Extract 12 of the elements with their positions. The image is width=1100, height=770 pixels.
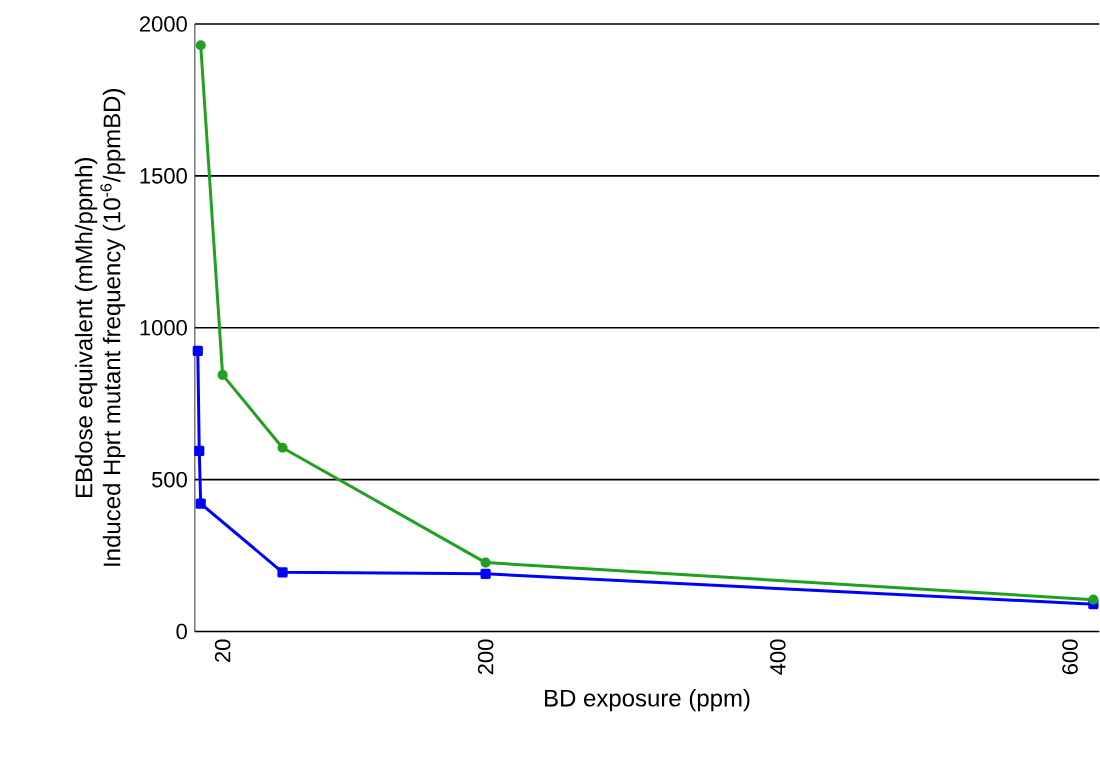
x-tick-label: 600	[1062, 639, 1078, 674]
y-tick-label: 1000	[140, 319, 187, 336]
x-tick-label: 200	[477, 639, 494, 674]
x-tick-label: 400	[770, 639, 786, 675]
y-tick-label: 2000	[139, 16, 187, 32]
y-tick-label: 0	[176, 623, 187, 640]
y-tick-label: 500	[152, 471, 187, 488]
x-axis-title: BD exposure (ppm)	[545, 688, 750, 712]
text: EBdose equivalent (mMh/ppmh)	[74, 157, 98, 497]
text: Induced Hprt mutant frequency (10$^{-6}$/ppmBD)	[100, 88, 126, 566]
x-tick-label: 20	[214, 639, 231, 662]
y-tick-label: 1500	[140, 167, 187, 184]
